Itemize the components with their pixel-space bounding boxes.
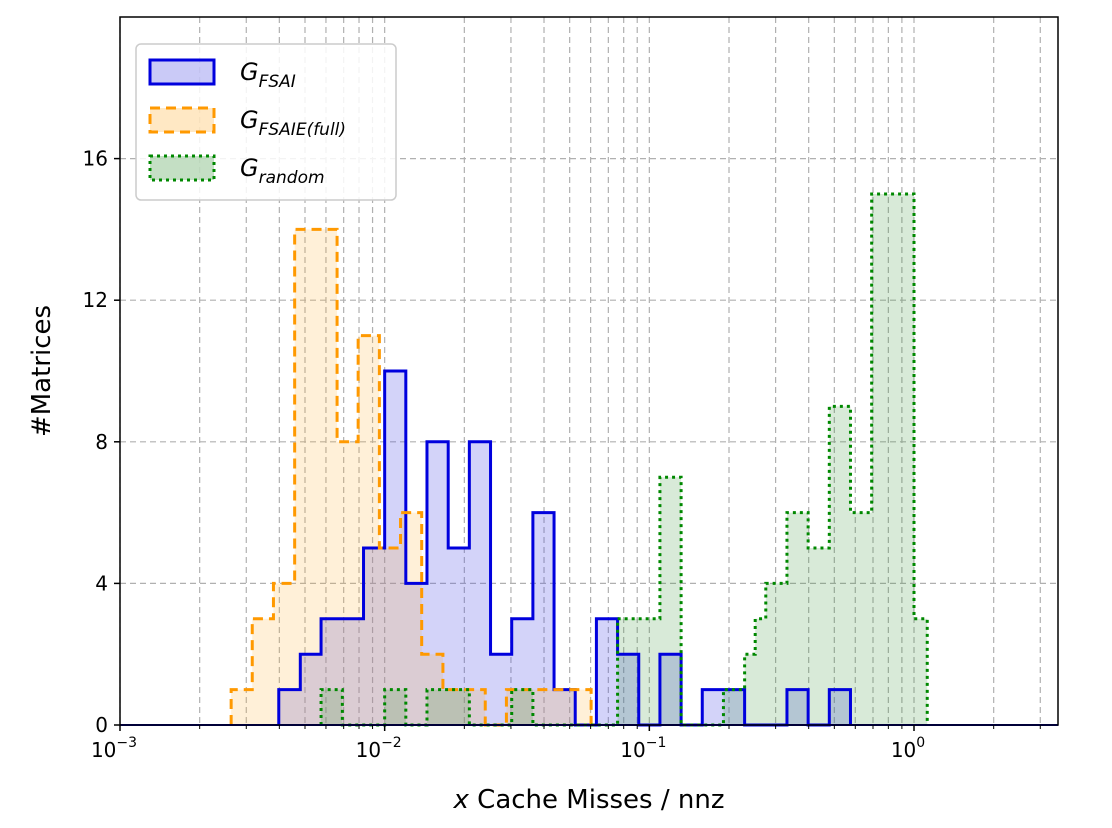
- series-2-bin: [321, 690, 342, 725]
- bars-layer: [120, 192, 1058, 727]
- series-0-bin: [596, 619, 617, 725]
- legend-swatch: [148, 154, 216, 182]
- series-0-bin: [702, 690, 723, 725]
- y-tick-label: 0: [95, 713, 108, 737]
- x-tick-label: 10−1: [620, 735, 666, 762]
- series-2-bin: [448, 690, 469, 725]
- series-1-fill: [231, 229, 592, 725]
- series-2-bin: [893, 194, 914, 725]
- x-tick-label: 10−2: [356, 735, 402, 762]
- y-tick-label: 12: [83, 288, 108, 312]
- series-1-bin: [252, 619, 273, 725]
- legend-label: GFSAIE(full): [240, 106, 346, 140]
- series-1-bin: [337, 442, 358, 725]
- series-2-bin: [787, 513, 808, 725]
- series-2-bin: [872, 194, 893, 725]
- series-1-bin: [316, 229, 337, 725]
- y-tick-label: 4: [95, 571, 108, 595]
- series-2-bin: [512, 690, 533, 725]
- series-1-outline: [229, 227, 593, 727]
- series-1-bin: [570, 690, 591, 725]
- series-1-bin: [358, 336, 379, 725]
- series-2-bin: [914, 619, 927, 725]
- y-tick-label: 8: [95, 430, 108, 454]
- legend-label: GFSAI: [240, 58, 296, 92]
- series-2-bin: [639, 619, 660, 725]
- legend-swatch: [148, 58, 216, 86]
- series-2-bin: [660, 477, 681, 725]
- plot-frame: [119, 16, 1059, 726]
- legend-label: Grandom: [240, 154, 325, 188]
- series-2-bin: [850, 513, 871, 725]
- grid-layer: [119, 17, 1058, 725]
- series-1-bin: [295, 229, 316, 725]
- x-tick-label: 100: [891, 735, 925, 762]
- series-1-bin: [273, 583, 294, 725]
- series-2-bin: [829, 406, 850, 725]
- x-axis-label: x Cache Misses / nnz: [453, 785, 725, 815]
- series-2-bin: [755, 619, 766, 725]
- series-2-bin: [385, 690, 406, 725]
- series-2-bin: [427, 690, 448, 725]
- series-2-bin: [808, 548, 829, 725]
- x-tick-label: 10−3: [91, 735, 137, 762]
- legend-swatch: [148, 106, 216, 134]
- series-2-bin: [745, 654, 756, 725]
- series-2-bin: [723, 690, 744, 725]
- axes-layer: 0 4 8 12 16 10−3 10−2 10−1 100 x Cache Misses / n…: [27, 16, 1059, 815]
- legend: GFSAI GFSAIE(full) Grandom: [135, 43, 397, 201]
- series-0-bin: [469, 442, 490, 725]
- series-2-fill: [321, 194, 928, 725]
- y-axis-label: #Matrices: [27, 305, 57, 437]
- series-2-bin: [766, 583, 787, 725]
- series-1-bin: [231, 690, 252, 725]
- series-1-bin: [549, 690, 570, 725]
- series-2-bin: [618, 619, 639, 725]
- y-tick-label: 16: [83, 147, 108, 171]
